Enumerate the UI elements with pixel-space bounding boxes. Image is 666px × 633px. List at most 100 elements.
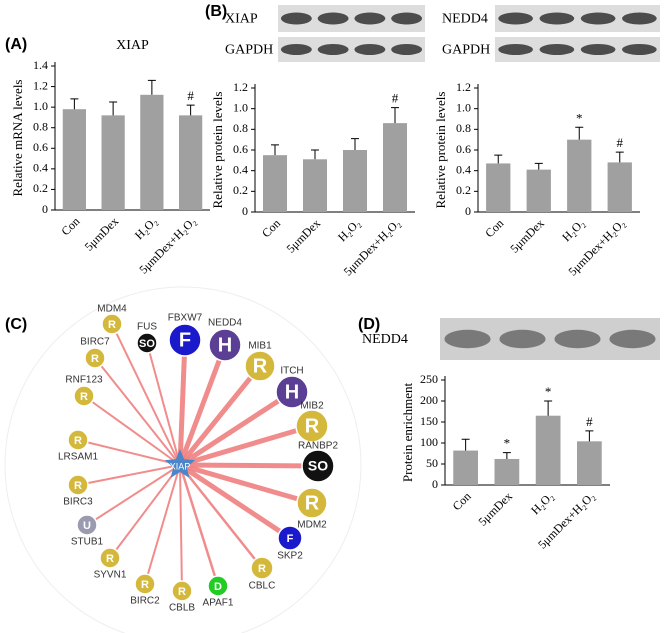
y-tick-label: 0.8 bbox=[233, 121, 248, 135]
bar bbox=[101, 115, 125, 210]
node-letter: R bbox=[80, 391, 88, 403]
node-label: RNF123 bbox=[65, 375, 103, 386]
significance-marker: # bbox=[392, 91, 399, 106]
edge bbox=[111, 323, 181, 466]
y-tick-label: 1.2 bbox=[233, 80, 248, 94]
node bbox=[275, 375, 309, 409]
panel-label: (B) bbox=[205, 3, 227, 20]
blot-band bbox=[391, 44, 423, 55]
bar bbox=[179, 115, 203, 210]
y-tick-label: 1.0 bbox=[33, 99, 48, 113]
node-label: SYVN1 bbox=[94, 570, 127, 581]
node-letter: R bbox=[178, 586, 186, 598]
y-tick-label: 50 bbox=[426, 456, 438, 470]
node-label: BIRC2 bbox=[130, 596, 160, 607]
y-tick-label: 0 bbox=[42, 202, 48, 216]
node-letter: R bbox=[106, 553, 114, 565]
blot-band bbox=[539, 44, 575, 55]
y-tick-label: 0.8 bbox=[33, 119, 48, 133]
bar bbox=[303, 159, 327, 212]
edge bbox=[94, 357, 181, 466]
node bbox=[76, 514, 98, 536]
node bbox=[101, 313, 123, 335]
node bbox=[171, 580, 193, 602]
node bbox=[208, 328, 242, 362]
bar bbox=[453, 450, 478, 485]
y-tick-label: 0.8 bbox=[456, 121, 471, 135]
edge bbox=[178, 364, 262, 467]
blot-band bbox=[498, 12, 533, 25]
y-axis-label: Relative mRNA levels bbox=[10, 80, 25, 197]
node-letter: R bbox=[74, 435, 82, 447]
x-tick-label: 5μmDex bbox=[507, 216, 546, 255]
chart-title: XIAP bbox=[116, 38, 149, 53]
node bbox=[67, 474, 89, 496]
node-letter: D bbox=[214, 581, 222, 593]
significance-marker: # bbox=[586, 414, 593, 429]
node-label: STUB1 bbox=[71, 537, 104, 548]
x-tick-label: 5μmDex bbox=[476, 489, 515, 528]
node-label: NEDD4 bbox=[208, 318, 242, 329]
node-letter: U bbox=[83, 520, 91, 532]
edge bbox=[109, 464, 181, 559]
node-label: CBLC bbox=[249, 581, 276, 592]
network-frame bbox=[4, 286, 362, 633]
node-letter: R bbox=[91, 353, 99, 365]
bar bbox=[343, 150, 367, 212]
blot-band bbox=[554, 329, 601, 349]
edge bbox=[178, 462, 292, 541]
edge bbox=[178, 389, 294, 468]
edge bbox=[178, 464, 220, 587]
edge bbox=[177, 344, 228, 466]
blot-band bbox=[539, 12, 575, 25]
node bbox=[295, 409, 329, 443]
node bbox=[84, 347, 106, 369]
bar bbox=[383, 123, 407, 212]
x-tick-label: 5μmDex bbox=[284, 216, 323, 255]
bar bbox=[62, 109, 86, 210]
bar bbox=[567, 139, 592, 212]
center-node bbox=[164, 449, 196, 478]
edge bbox=[179, 464, 263, 569]
blot-band bbox=[609, 329, 656, 349]
edge bbox=[179, 462, 313, 506]
error-bar bbox=[70, 98, 79, 110]
y-tick-label: 0.2 bbox=[456, 183, 471, 197]
y-tick-label: 200 bbox=[420, 393, 438, 407]
node-letter: R bbox=[74, 480, 82, 492]
y-axis-label: Relative protein levels bbox=[433, 92, 448, 209]
blot-label: NEDD4 bbox=[362, 332, 408, 347]
x-tick-label: Con bbox=[58, 214, 82, 238]
blot-band bbox=[622, 12, 657, 25]
edge bbox=[77, 464, 181, 486]
node-label: MDM2 bbox=[297, 520, 327, 531]
blot-label: GAPDH bbox=[442, 43, 490, 58]
edge bbox=[177, 339, 188, 466]
y-tick-label: 1.0 bbox=[233, 100, 248, 114]
x-tick-label: Con bbox=[450, 489, 474, 513]
node-label: MIB1 bbox=[248, 341, 272, 352]
blot-label: XIAP bbox=[225, 12, 258, 27]
node-letter: R bbox=[305, 415, 320, 437]
bar bbox=[526, 169, 551, 212]
node bbox=[168, 323, 202, 357]
node bbox=[277, 525, 303, 551]
error-bar bbox=[186, 104, 195, 116]
node-letter: R bbox=[253, 355, 268, 377]
error-bar bbox=[544, 400, 553, 416]
y-tick-label: 0 bbox=[465, 204, 471, 218]
node bbox=[136, 332, 158, 354]
error-bar bbox=[502, 452, 511, 459]
y-tick-label: 1.2 bbox=[33, 78, 48, 92]
node bbox=[73, 385, 95, 407]
node bbox=[301, 449, 335, 483]
center-label: XIAP bbox=[170, 461, 191, 471]
blot-band bbox=[499, 329, 546, 349]
node-label: RANBP2 bbox=[298, 441, 338, 452]
node bbox=[134, 573, 156, 595]
node-label: MIB2 bbox=[300, 401, 324, 412]
y-tick-label: 150 bbox=[420, 414, 438, 428]
blot-band bbox=[354, 12, 386, 25]
node bbox=[207, 575, 229, 597]
